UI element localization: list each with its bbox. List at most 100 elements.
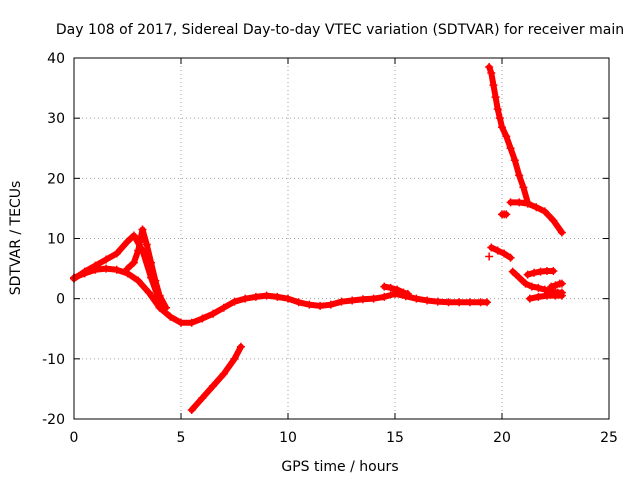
data-point (506, 198, 515, 207)
data-point (380, 282, 389, 291)
data-point (102, 255, 111, 264)
data-point (542, 291, 551, 300)
data-point (547, 282, 556, 291)
data-point (337, 297, 346, 306)
data-point (540, 207, 549, 216)
data-point (198, 393, 207, 402)
data-point (412, 294, 421, 303)
ticks: 0 5 10 15 20 25 -20 -10 0 10 20 30 40 (42, 51, 618, 446)
data-point (487, 69, 496, 78)
data-point (187, 405, 196, 414)
data-point (515, 273, 524, 282)
data-point (369, 294, 378, 303)
data-point (380, 292, 389, 301)
data-point (241, 294, 250, 303)
data-point (534, 283, 543, 292)
data-point (498, 123, 506, 132)
data-point (530, 268, 539, 277)
data-point (134, 246, 143, 255)
y-tick-label: 0 (56, 292, 65, 308)
data-point (502, 132, 511, 141)
data-point (123, 237, 132, 246)
series-line (71, 232, 163, 305)
data-point (112, 249, 121, 258)
data-point (147, 258, 156, 267)
series-track-c (123, 225, 171, 312)
series-line (488, 244, 514, 261)
data-point (91, 261, 100, 270)
series-track-g (506, 198, 566, 237)
data-point (198, 314, 207, 323)
x-tick-label: 5 (177, 430, 186, 446)
data-point (521, 279, 530, 288)
data-point (489, 81, 498, 90)
data-point (551, 281, 560, 290)
y-tick-label: 40 (47, 51, 65, 67)
data-point (465, 298, 474, 307)
series-track-j (485, 252, 494, 261)
data-point (532, 203, 541, 212)
data-point (525, 294, 534, 303)
data-point (557, 228, 566, 237)
data-point (455, 298, 464, 307)
series-track-m (525, 291, 566, 303)
data-point (515, 198, 524, 207)
data-point (316, 301, 325, 310)
data-point (485, 252, 494, 261)
data-point (305, 300, 314, 309)
data-point (399, 288, 408, 297)
data-point (444, 298, 453, 307)
data-point (549, 266, 558, 275)
grid (74, 58, 609, 419)
x-tick-label: 0 (70, 430, 79, 446)
data-point (493, 105, 502, 114)
data-point (284, 294, 292, 303)
data-point (294, 298, 303, 307)
x-tick-label: 25 (600, 430, 618, 446)
x-axis-label: GPS time / hours (281, 459, 398, 475)
data-point (177, 318, 185, 327)
data-point (506, 144, 515, 153)
data-point (138, 225, 147, 234)
data-point (219, 369, 228, 378)
data-point (129, 231, 138, 240)
data-point (483, 298, 492, 307)
data-point (557, 279, 566, 288)
data-point (491, 93, 500, 102)
series-line (188, 343, 244, 413)
data-point (273, 292, 282, 301)
data-point (519, 183, 528, 192)
series-track-d (187, 342, 245, 414)
data-point (187, 318, 196, 327)
series-track-l (523, 266, 558, 279)
series-track-a (70, 264, 492, 327)
data-point (500, 249, 509, 258)
y-tick-label: -10 (42, 352, 65, 368)
data-point (155, 291, 164, 300)
data-point (142, 240, 151, 249)
plot-marks (70, 63, 566, 414)
data-point (151, 276, 160, 285)
data-point (80, 267, 89, 276)
data-point (403, 289, 412, 298)
data-point (209, 309, 218, 318)
data-point (230, 297, 239, 306)
y-tick-label: 20 (47, 171, 65, 187)
data-point (393, 285, 402, 294)
x-tick-label: 20 (493, 430, 511, 446)
series-track-e (380, 282, 412, 298)
data-point (262, 291, 271, 300)
series-line (71, 265, 491, 326)
data-point (209, 381, 218, 390)
data-point (433, 297, 442, 306)
data-point (515, 171, 524, 180)
data-point (102, 264, 111, 273)
data-point (523, 270, 532, 279)
data-point (129, 258, 138, 267)
data-point (348, 296, 357, 305)
data-point (112, 265, 121, 274)
x-tick-label: 10 (279, 430, 297, 446)
data-point (326, 300, 335, 309)
data-point (557, 291, 566, 300)
data-point (162, 303, 171, 312)
